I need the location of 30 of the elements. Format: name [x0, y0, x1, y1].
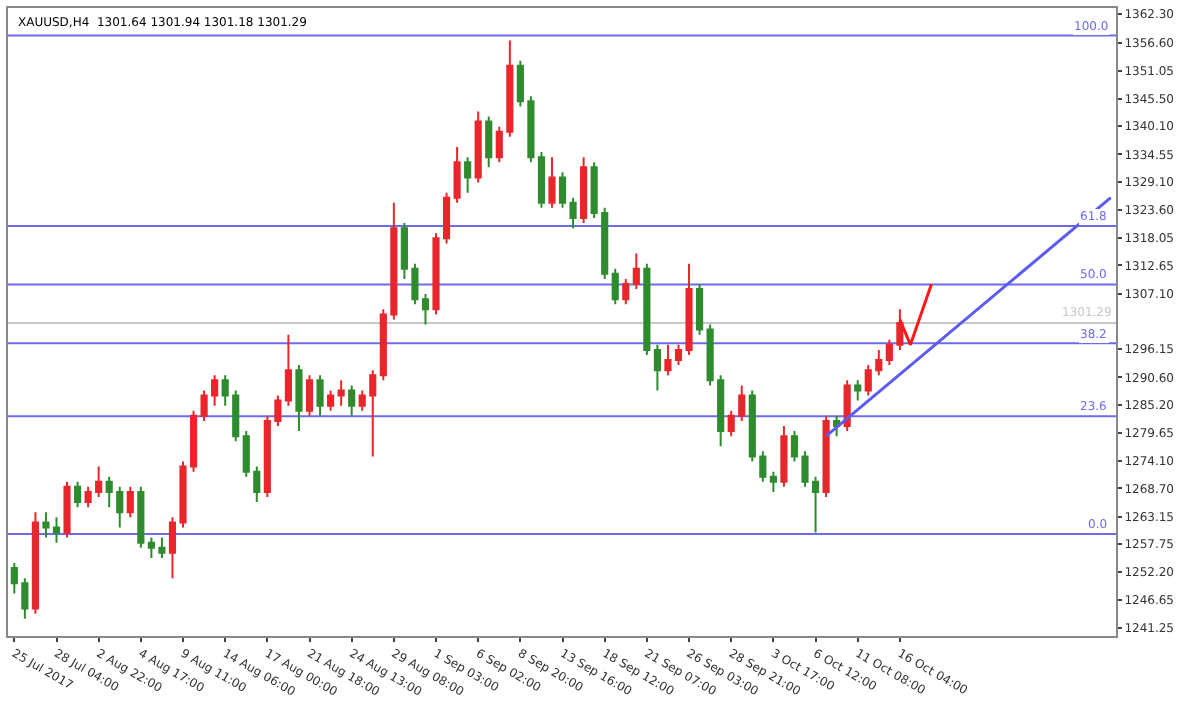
candlestick [622, 277, 630, 306]
candlestick [580, 156, 588, 225]
candlestick [453, 146, 461, 204]
candlestick [137, 485, 145, 549]
candlestick [822, 414, 830, 498]
candlestick [126, 485, 134, 519]
candlestick [537, 151, 546, 209]
candlestick [316, 374, 324, 417]
candlestick [305, 374, 314, 417]
candlestick [474, 110, 482, 184]
candlestick [653, 343, 661, 392]
candlestick [843, 379, 851, 433]
candlestick [769, 470, 777, 493]
candlestick [854, 379, 862, 402]
candlestick [643, 262, 651, 356]
candlestick [632, 252, 640, 291]
candlestick [696, 282, 704, 336]
candlestick [485, 115, 493, 169]
candlestick [295, 364, 303, 433]
candlestick [611, 267, 619, 306]
candlestick [464, 156, 472, 194]
candlestick [74, 480, 82, 509]
candlestick [31, 511, 39, 615]
candlestick [548, 156, 556, 209]
candlestick [348, 384, 356, 417]
candlestick [780, 425, 788, 488]
candlestick [284, 333, 292, 407]
candlestick [337, 379, 345, 407]
candlestick [327, 389, 335, 412]
candlestick [63, 480, 71, 539]
